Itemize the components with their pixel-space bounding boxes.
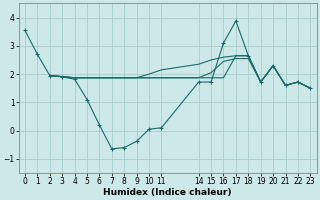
X-axis label: Humidex (Indice chaleur): Humidex (Indice chaleur): [103, 188, 232, 197]
